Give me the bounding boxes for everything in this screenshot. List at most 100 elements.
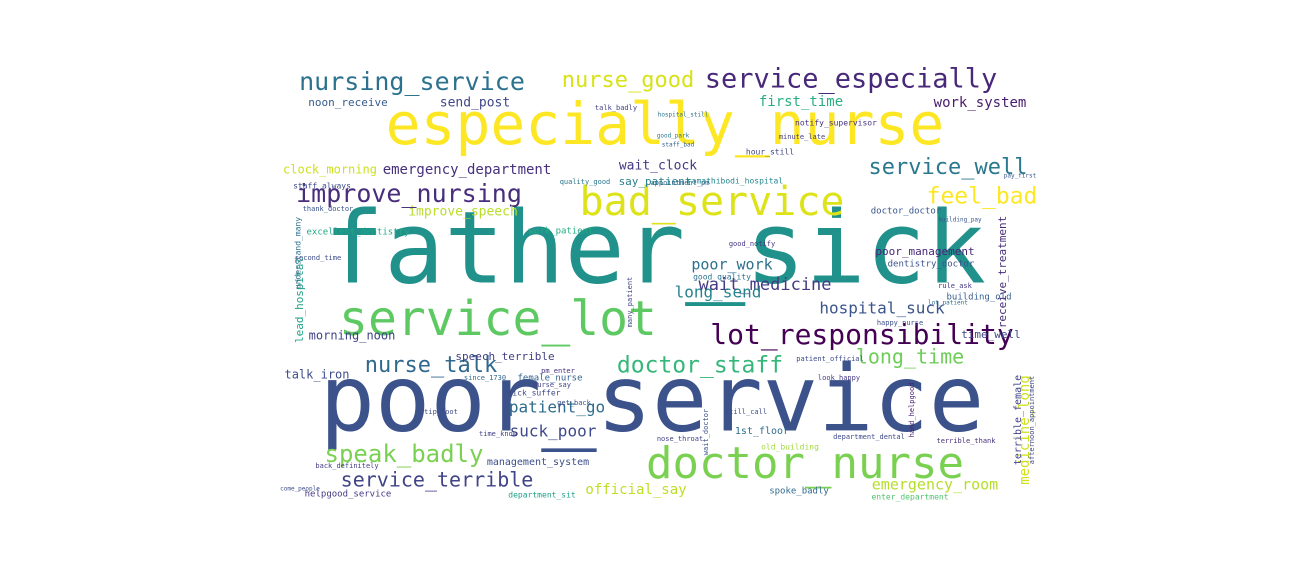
word-long-time: long_time [856, 345, 964, 369]
word-back-definitely: back_definitely [315, 462, 378, 470]
word-terrible-thank: terrible_thank [936, 437, 996, 445]
word-come-people: come_people [280, 486, 320, 493]
word-talk-iron: talk_iron [284, 368, 349, 382]
word-poor-management: poor_management [875, 245, 974, 258]
word-time-know: time_know [479, 430, 518, 438]
word-improve-nursing: improve_nursing [296, 179, 522, 208]
word-cloud-words: father_sick poor_service especially_nurses… [280, 64, 1037, 502]
word-nurse-good: nurse_good [562, 68, 694, 93]
word-rule-ask: rule_ask [938, 282, 973, 290]
word-helpgood-service: helpgood_service [305, 490, 392, 500]
word-speech-terrible: speech_terrible [455, 350, 554, 363]
word-tip-foot: tip_foot [424, 408, 458, 416]
word-service-lot: service_lot [339, 291, 657, 347]
word-noon-receive: noon_receive [308, 96, 387, 109]
word-clock-morning: clock_morning [283, 163, 377, 177]
word-pay-first: pay_first [1004, 173, 1037, 180]
word-work-system: work_system [934, 95, 1027, 111]
word-nose-throat: nose_throat [657, 435, 703, 443]
word-emergency-department: emergency_department [383, 162, 552, 178]
word-work-patient: work_patient [528, 227, 593, 237]
word-1st-floor: 1st_floor [735, 426, 789, 437]
word-morning-noon: morning_noon [309, 329, 396, 343]
word-official-say: official_say [585, 482, 686, 498]
word-good-quality: good_quality [693, 273, 751, 282]
word-long-send: long_send [675, 283, 762, 302]
word-appointment-pm: appointment_pm [650, 179, 709, 187]
word-quality-good: quality_good [560, 178, 611, 186]
word-thank-doctor: thank_doctor [303, 205, 354, 213]
word-since-1730: since_1730 [464, 374, 506, 382]
word-hospital-suck: hospital_suck [819, 299, 945, 318]
word-medicine-long: medicine_long [1017, 375, 1033, 485]
word-first-time: first_time [759, 94, 843, 110]
word-ramathibodi-hospital: ramathibodi_hospital [687, 177, 784, 186]
word-department-dental: department_dental [833, 433, 905, 441]
word-nurse-say: nurse_say [533, 381, 571, 389]
word-father-sick: father_sick [324, 189, 986, 306]
word-afternoon-appointment: afternoon_appointment [1028, 376, 1036, 465]
word-improve-speech: improve_speech [408, 205, 518, 220]
word-receive-treatment: receive_treatment [996, 216, 1009, 329]
word-nurse-talk: nurse_talk [365, 353, 497, 378]
word-excellent-dentistry: excellent_dentistry [307, 228, 411, 238]
word-doctor-doctor: doctor_doctor [871, 207, 942, 217]
word-pm-enter: pm_enter [541, 367, 575, 375]
word-sick-suffer: sick_suffer [508, 389, 561, 398]
word-nursing-service: nursing_service [299, 67, 525, 96]
word-send-post: send_post [440, 96, 510, 111]
word-many-patient: many_patient [626, 277, 634, 328]
word-feel-bad: feel_bad [927, 184, 1038, 210]
word-especially-nurse: especially_nurse [386, 90, 945, 158]
word-dentistry-doctor: dentistry_doctor [888, 260, 975, 270]
word-lead-hospital: lead_hospital [293, 257, 306, 343]
word-management-system: management_system [487, 457, 589, 468]
word-minute-late: minute_late [779, 133, 825, 141]
word-get-back: get_back [557, 399, 592, 407]
word-service-especially: service_especially [705, 64, 998, 95]
word-doctor-nurse: doctor_nurse [646, 438, 964, 489]
word-lot-responsibility: lot_responsibility [710, 318, 1013, 352]
word-emergency-room: emergency_room [872, 476, 998, 494]
word-wait-clock: wait_clock [619, 159, 697, 174]
word-patient-official: patient_official [796, 355, 863, 363]
word-doctor-staff: doctor_staff [617, 353, 783, 379]
word-still-call: still_call [725, 408, 767, 416]
word-say-patient: say_patient [619, 175, 692, 188]
word-poor-work: poor_work [691, 256, 772, 274]
word-look-happy: look_happy [818, 374, 860, 382]
word-patient-go: patient_go [509, 398, 605, 417]
word-talk-badly: talk_badly [595, 104, 637, 112]
word-hour-still: hour_still [746, 148, 794, 157]
word-hospital-still: hospital_still [658, 112, 709, 119]
word-notify-supervisor: notify_supervisor [795, 119, 877, 128]
word-department-sit: department_sit [508, 491, 576, 500]
word-speak-badly: speak_badly [325, 440, 484, 468]
word-poor-service: poor_service [320, 345, 985, 452]
word-hand-helpgood: hand_helpgood [908, 383, 916, 438]
word-spoke-badly: spoke_badly [769, 487, 829, 497]
word-building-pay: building_pay [938, 217, 982, 224]
word-staff-always: staff_always [293, 182, 351, 191]
word-good-notify: good_notify [729, 240, 775, 248]
word-second-time: second_time [295, 254, 341, 262]
word-service-well: service_well [869, 155, 1028, 180]
word-understand-many: understand_many [294, 217, 303, 289]
word-bad-service: bad_service [580, 179, 845, 225]
word-wait-doctor: wait_doctor [702, 409, 710, 455]
word-happy-nurse: happy_nurse [877, 319, 923, 327]
word-time-well: time_well [961, 328, 1021, 341]
word-wait-medicine: wait_medicine [698, 275, 831, 295]
word-terrible-female: terrible_female [1013, 375, 1024, 465]
word-building-old: building_old [946, 293, 1011, 303]
word-enter-department: enter_department [871, 493, 948, 502]
word-good-park: good_park [657, 133, 690, 140]
word-old-building: old_building [761, 443, 819, 452]
word-staff-bad: staff_bad [662, 142, 695, 149]
word-lot-patient: lot_patient [928, 300, 968, 307]
word-female-nurse: female_nurse [517, 374, 582, 384]
word-suck-poor: suck_poor [510, 422, 597, 441]
